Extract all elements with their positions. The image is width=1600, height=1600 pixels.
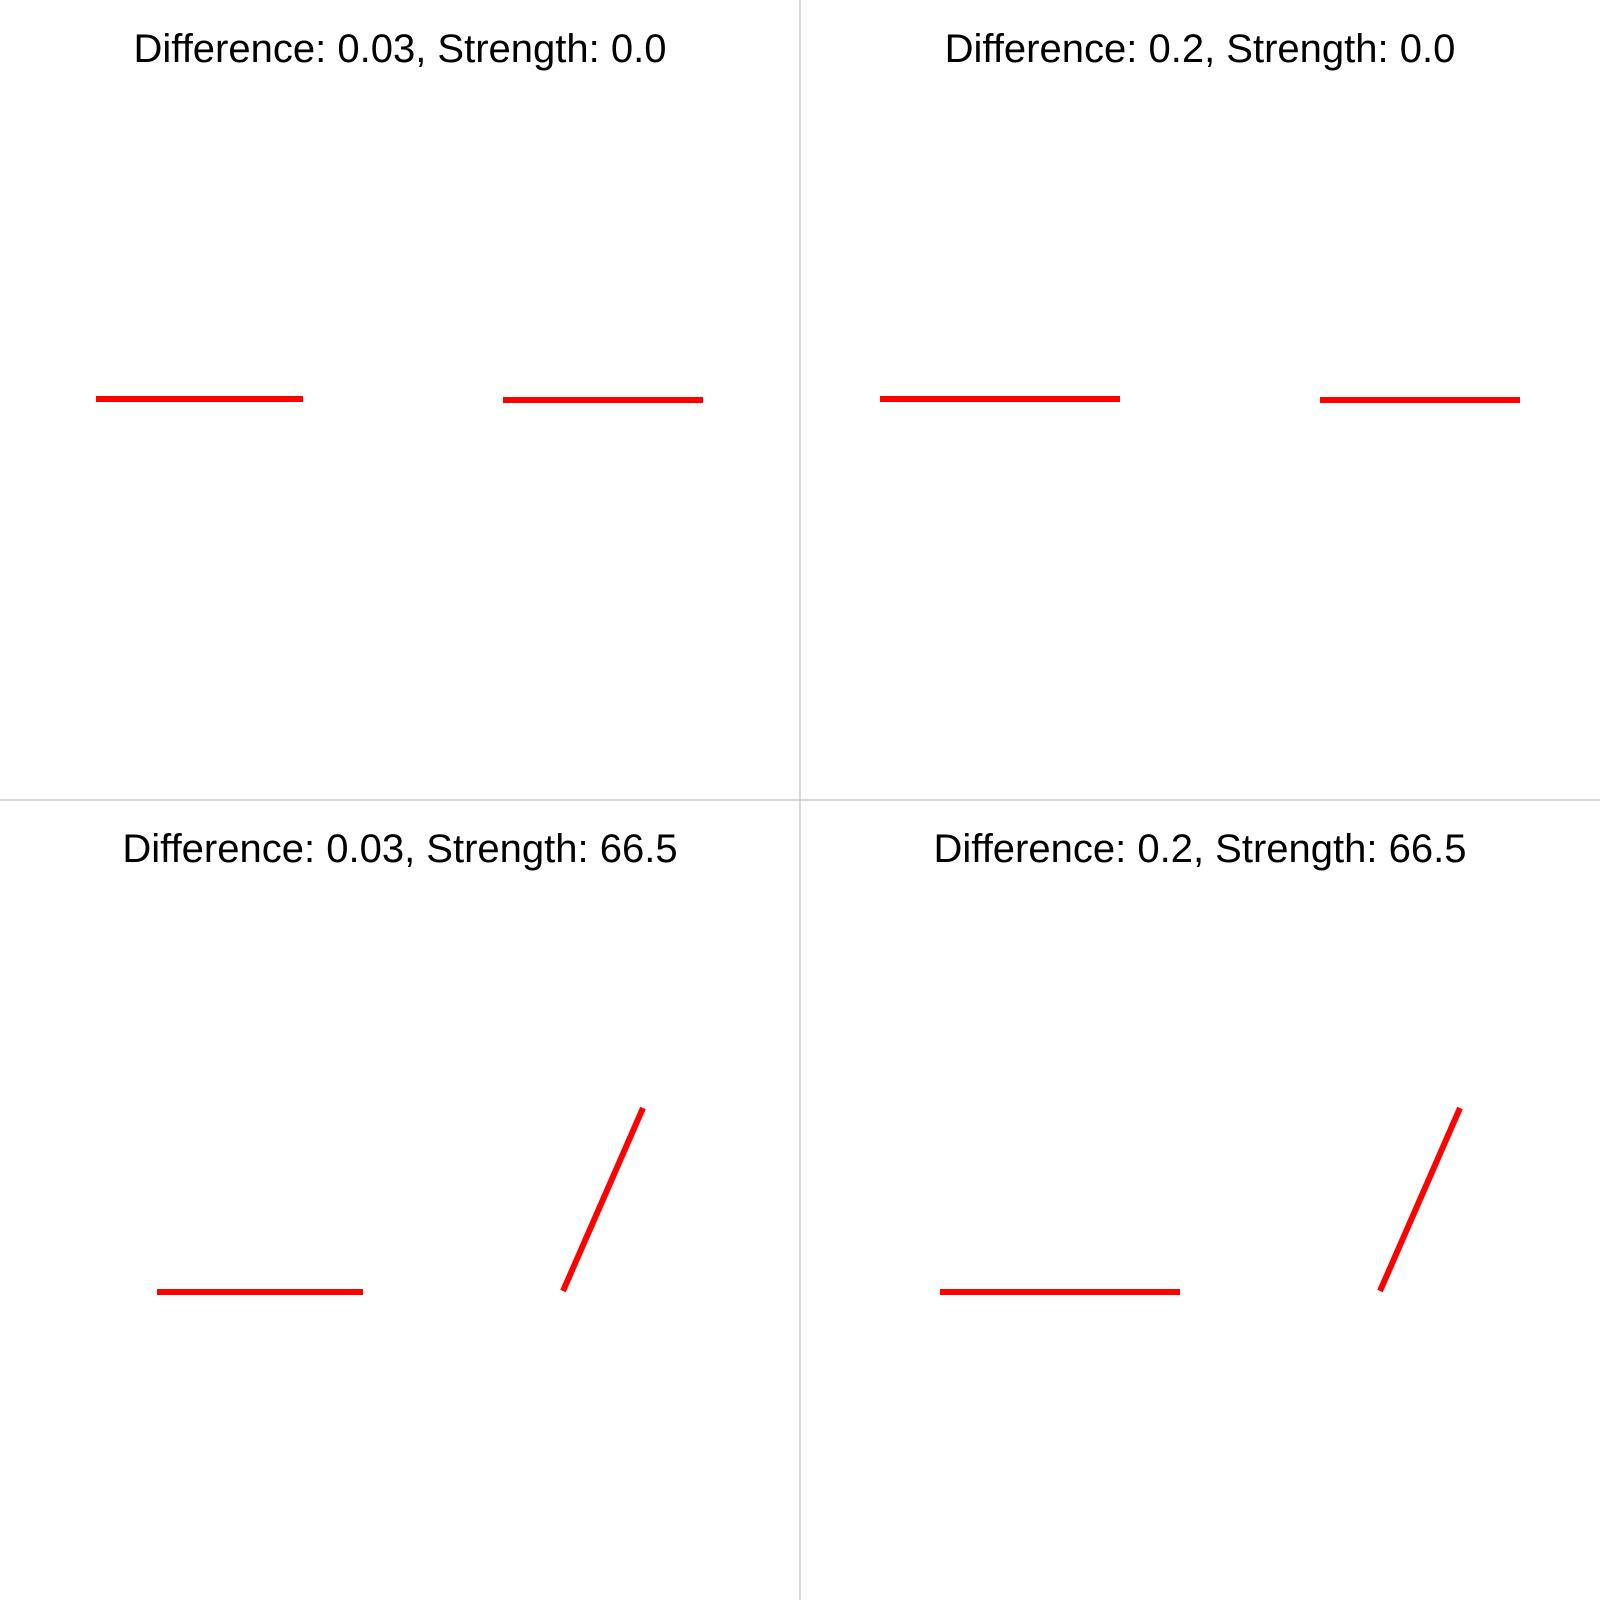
panel-title-bottom-right: Difference: 0.2, Strength: 66.5 — [934, 827, 1467, 871]
panel-4-right-segment — [1377, 1106, 1463, 1293]
panel-title-top-right: Difference: 0.2, Strength: 0.0 — [945, 27, 1456, 71]
panel-3-right-segment — [560, 1106, 646, 1293]
panel-title-bottom-left: Difference: 0.03, Strength: 66.5 — [122, 827, 677, 871]
panel-title-top-left: Difference: 0.03, Strength: 0.0 — [134, 27, 667, 71]
